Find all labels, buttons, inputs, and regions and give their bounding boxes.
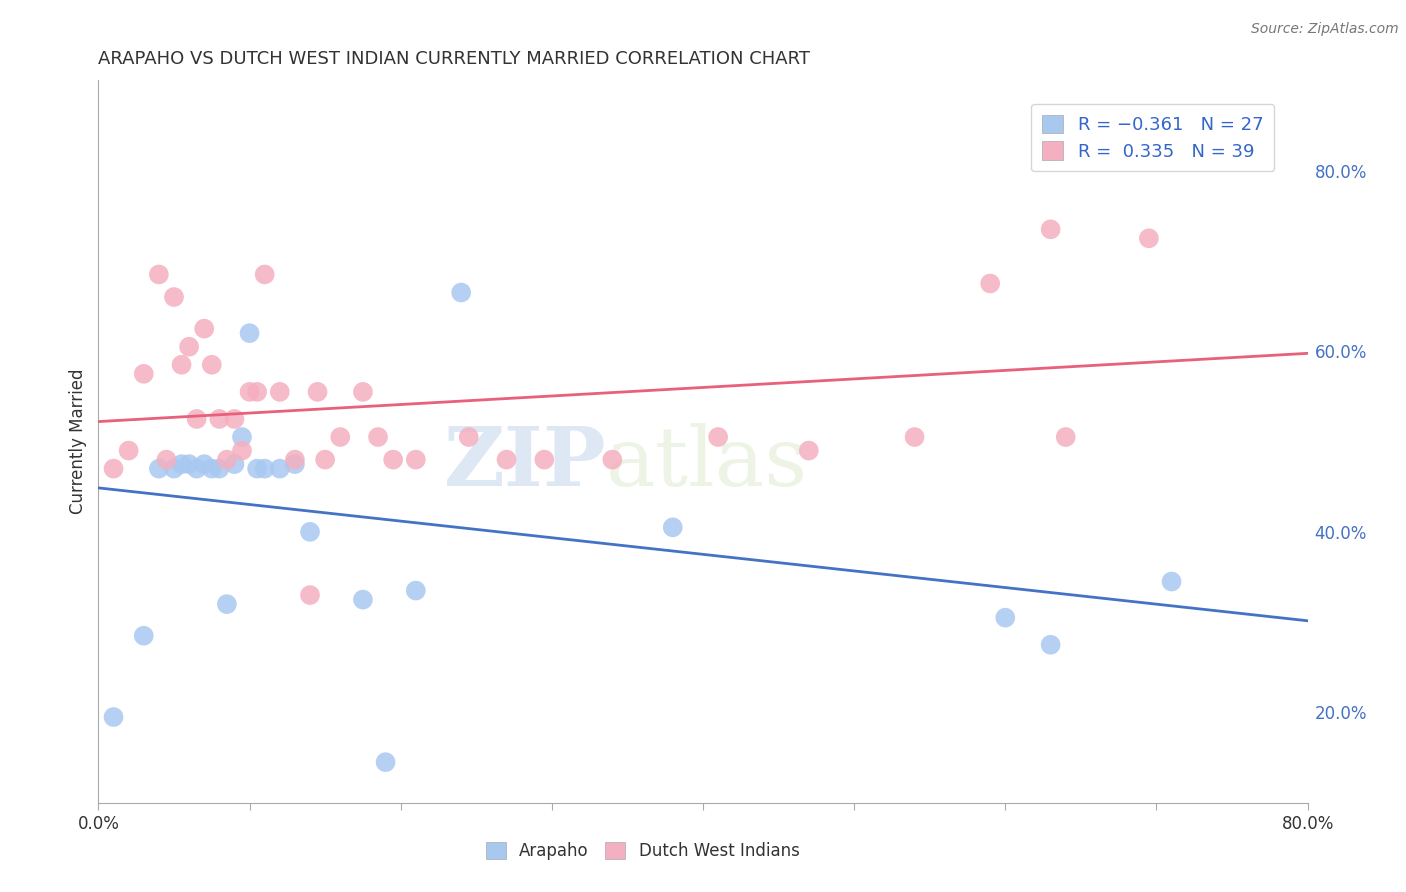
Point [1054, 430, 1077, 444]
Point [904, 430, 927, 444]
Point [1039, 222, 1062, 236]
Point [314, 452, 336, 467]
Point [367, 430, 389, 444]
Text: atlas: atlas [606, 423, 808, 503]
Point [186, 412, 208, 426]
Point [661, 520, 683, 534]
Point [231, 443, 253, 458]
Point [1160, 574, 1182, 589]
Point [224, 412, 246, 426]
Point [132, 629, 155, 643]
Point [208, 461, 231, 475]
Point [374, 755, 396, 769]
Point [1039, 638, 1062, 652]
Point [495, 452, 517, 467]
Point [163, 461, 186, 475]
Point [132, 367, 155, 381]
Point [994, 610, 1017, 624]
Point [246, 461, 269, 475]
Point [405, 452, 427, 467]
Point [533, 452, 555, 467]
Point [170, 358, 193, 372]
Point [707, 430, 730, 444]
Point [179, 457, 201, 471]
Point [179, 340, 201, 354]
Point [269, 384, 291, 399]
Point [103, 710, 125, 724]
Point [299, 524, 322, 539]
Point [201, 461, 224, 475]
Point [329, 430, 352, 444]
Legend: Arapaho, Dutch West Indians: Arapaho, Dutch West Indians [479, 835, 806, 867]
Point [602, 452, 624, 467]
Point [299, 588, 322, 602]
Point [246, 384, 269, 399]
Text: ARAPAHO VS DUTCH WEST INDIAN CURRENTLY MARRIED CORRELATION CHART: ARAPAHO VS DUTCH WEST INDIAN CURRENTLY M… [98, 50, 810, 68]
Point [239, 326, 262, 340]
Point [193, 457, 215, 471]
Point [1137, 231, 1160, 245]
Point [382, 452, 405, 467]
Point [284, 452, 307, 467]
Point [224, 457, 246, 471]
Point [148, 268, 170, 282]
Point [797, 443, 820, 458]
Point [253, 268, 276, 282]
Point [352, 592, 374, 607]
Text: ZIP: ZIP [444, 423, 606, 503]
Point [201, 358, 224, 372]
Point [239, 384, 262, 399]
Point [103, 461, 125, 475]
Point [352, 384, 374, 399]
Point [170, 457, 193, 471]
Point [215, 597, 238, 611]
Point [186, 461, 208, 475]
Y-axis label: Currently Married: Currently Married [69, 368, 87, 515]
Point [155, 452, 177, 467]
Point [193, 321, 215, 335]
Point [118, 443, 141, 458]
Point [253, 461, 276, 475]
Point [269, 461, 291, 475]
Point [208, 412, 231, 426]
Point [450, 285, 472, 300]
Point [215, 452, 238, 467]
Point [979, 277, 1001, 291]
Point [307, 384, 329, 399]
Point [284, 457, 307, 471]
Point [163, 290, 186, 304]
Point [148, 461, 170, 475]
Text: Source: ZipAtlas.com: Source: ZipAtlas.com [1251, 22, 1399, 37]
Point [231, 430, 253, 444]
Point [457, 430, 479, 444]
Point [405, 583, 427, 598]
